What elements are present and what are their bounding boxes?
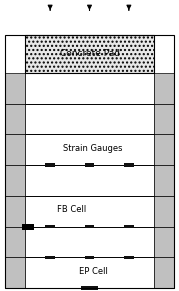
Bar xyxy=(124,225,134,228)
Bar xyxy=(154,165,174,196)
Bar xyxy=(85,255,95,259)
Bar xyxy=(5,104,25,134)
Bar xyxy=(25,165,154,196)
Bar xyxy=(5,165,25,196)
Bar xyxy=(154,196,174,227)
Bar xyxy=(154,104,174,134)
Text: EP Cell: EP Cell xyxy=(79,267,108,276)
Bar xyxy=(45,255,55,259)
Bar xyxy=(81,286,98,290)
Bar xyxy=(25,134,154,165)
Bar xyxy=(25,227,154,257)
Bar xyxy=(25,104,154,134)
Bar xyxy=(154,257,174,288)
Bar xyxy=(154,227,174,257)
Bar xyxy=(124,163,134,167)
Bar xyxy=(5,35,174,288)
Text: Concrete Pad: Concrete Pad xyxy=(59,49,120,58)
Bar xyxy=(5,257,25,288)
Bar xyxy=(25,196,154,227)
Bar xyxy=(5,73,25,104)
Bar xyxy=(5,134,25,165)
Bar xyxy=(22,224,34,230)
Bar xyxy=(124,255,134,259)
Bar xyxy=(5,196,25,227)
Bar xyxy=(85,225,95,228)
Bar xyxy=(154,134,174,165)
Bar xyxy=(25,35,154,73)
Bar xyxy=(154,73,174,104)
Bar xyxy=(85,163,95,167)
Bar xyxy=(45,225,55,228)
Text: Strain Gauges: Strain Gauges xyxy=(63,144,123,152)
Bar xyxy=(25,257,154,288)
Bar xyxy=(25,73,154,104)
Bar xyxy=(5,227,25,257)
Bar xyxy=(45,163,55,167)
Text: FB Cell: FB Cell xyxy=(57,205,86,214)
